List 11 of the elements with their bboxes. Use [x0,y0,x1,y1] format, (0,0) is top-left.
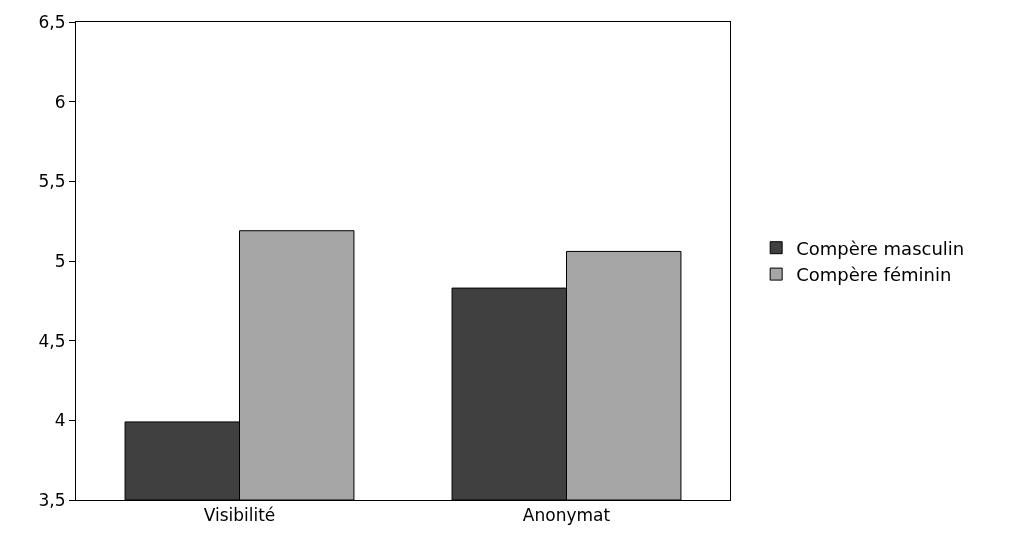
y-tick-label: 5,5 [38,171,66,192]
legend-label: Compère féminin [796,264,952,286]
x-tick-label: Anonymat [522,505,611,526]
legend-label: Compère masculin [796,237,965,259]
y-tick-label: 4,5 [38,330,66,351]
y-tick-label: 6 [54,91,66,112]
y-tick-label: 6,5 [38,11,66,32]
y-tick-label: 3,5 [38,489,66,510]
x-tick-label: Visibilité [203,505,276,526]
y-tick-label: 5 [54,250,66,271]
y-tick-label: 4 [54,410,66,431]
